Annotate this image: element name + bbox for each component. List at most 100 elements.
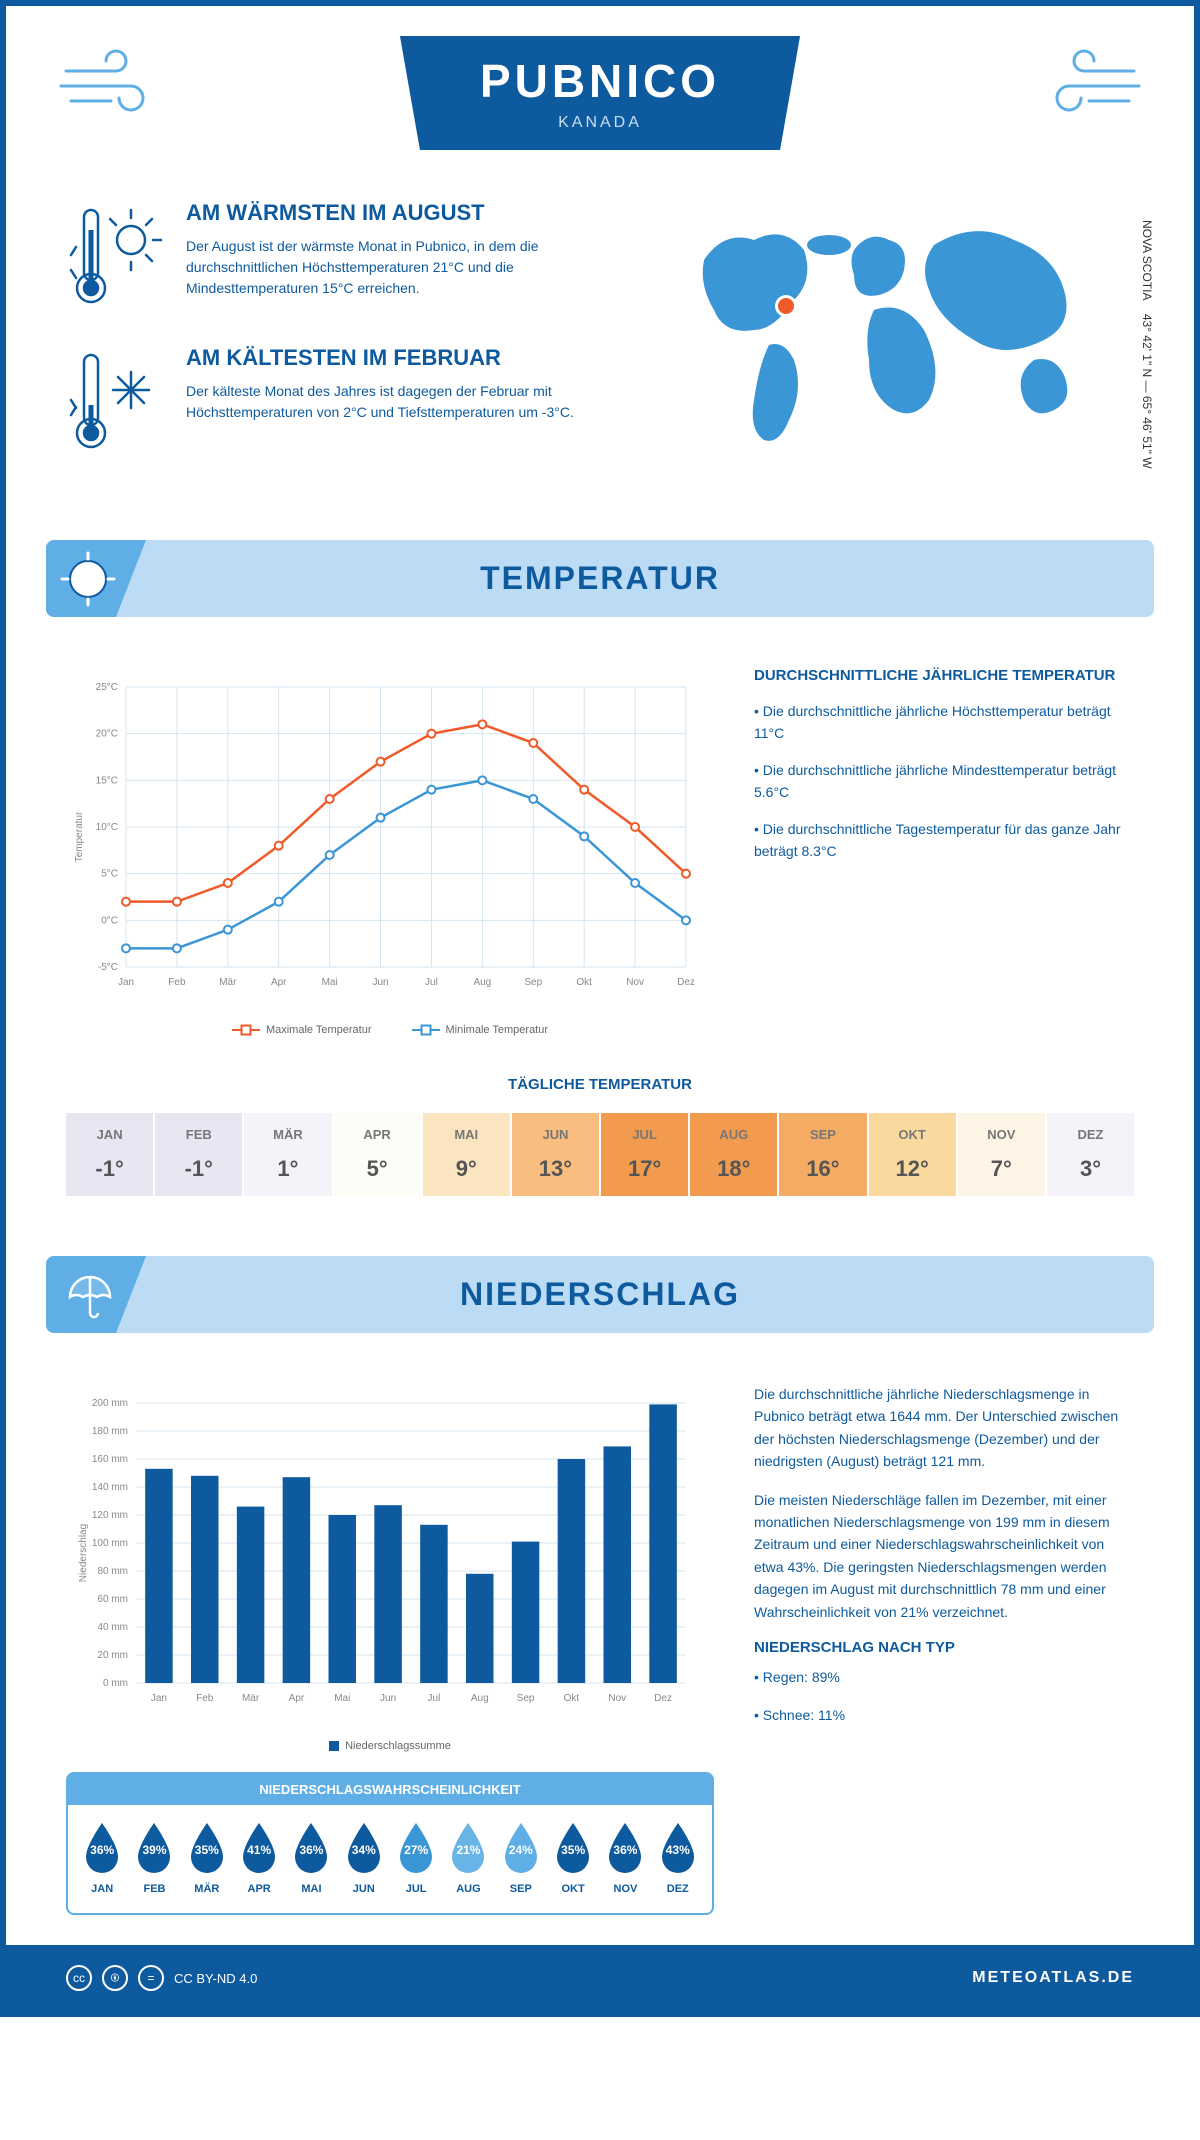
svg-text:-5°C: -5°C bbox=[98, 962, 118, 973]
temp-cell: OKT12° bbox=[869, 1113, 956, 1196]
svg-text:Aug: Aug bbox=[473, 977, 491, 988]
svg-text:100 mm: 100 mm bbox=[92, 1538, 128, 1549]
svg-text:Nov: Nov bbox=[608, 1693, 626, 1704]
svg-text:40 mm: 40 mm bbox=[97, 1622, 128, 1633]
svg-text:Aug: Aug bbox=[471, 1693, 489, 1704]
intro-left: AM WÄRMSTEN IM AUGUST Der August ist der… bbox=[66, 200, 634, 490]
svg-text:160 mm: 160 mm bbox=[92, 1454, 128, 1465]
header: PUBNICO KANADA bbox=[6, 6, 1194, 170]
svg-text:Feb: Feb bbox=[196, 1693, 214, 1704]
temp-cell: SEP16° bbox=[779, 1113, 866, 1196]
precip-chart: 0 mm20 mm40 mm60 mm80 mm100 mm120 mm140 … bbox=[66, 1383, 706, 1723]
svg-text:Apr: Apr bbox=[289, 1693, 305, 1704]
precip-title: NIEDERSCHLAG bbox=[46, 1276, 1154, 1313]
svg-text:25°C: 25°C bbox=[96, 682, 118, 693]
prob-drop: 35%MÄR bbox=[183, 1821, 231, 1897]
temp-chart: -5°C0°C5°C10°C15°C20°C25°CJanFebMärAprMa… bbox=[66, 667, 714, 1036]
svg-text:Jun: Jun bbox=[372, 977, 388, 988]
prob-drop: 43%DEZ bbox=[654, 1821, 702, 1897]
cc-icon: cc bbox=[66, 1965, 92, 1991]
svg-text:20°C: 20°C bbox=[96, 729, 118, 740]
svg-text:Jan: Jan bbox=[151, 1693, 167, 1704]
temp-cell: JUN13° bbox=[512, 1113, 599, 1196]
temp-info-b3: • Die durchschnittliche Tagestemperatur … bbox=[754, 818, 1134, 863]
thermometer-sun-icon bbox=[66, 200, 166, 315]
temp-info-b1: • Die durchschnittliche jährliche Höchst… bbox=[754, 700, 1134, 745]
probability-box: NIEDERSCHLAGSWAHRSCHEINLICHKEIT 36%JAN39… bbox=[66, 1772, 714, 1915]
prob-title: NIEDERSCHLAGSWAHRSCHEINLICHKEIT bbox=[68, 1774, 712, 1805]
license-text: CC BY-ND 4.0 bbox=[174, 1971, 257, 1986]
svg-text:Sep: Sep bbox=[524, 977, 542, 988]
svg-text:Jul: Jul bbox=[428, 1693, 441, 1704]
prob-drop: 35%OKT bbox=[549, 1821, 597, 1897]
svg-text:Temperatur: Temperatur bbox=[74, 811, 85, 862]
temp-cell: MAI9° bbox=[423, 1113, 510, 1196]
svg-text:Mär: Mär bbox=[242, 1693, 260, 1704]
prob-drop: 41%APR bbox=[235, 1821, 283, 1897]
svg-text:Feb: Feb bbox=[168, 977, 186, 988]
site-name: METEOATLAS.DE bbox=[972, 1969, 1134, 1987]
precip-snow: • Schnee: 11% bbox=[754, 1704, 1134, 1726]
thermometer-snow-icon bbox=[66, 345, 166, 460]
prob-drop: 36%JAN bbox=[78, 1821, 126, 1897]
world-map: NOVA SCOTIA 43° 42' 1" N — 65° 46' 51" W bbox=[674, 200, 1134, 490]
svg-text:Mai: Mai bbox=[334, 1693, 350, 1704]
prob-drop: 36%NOV bbox=[601, 1821, 649, 1897]
wind-icon-left bbox=[56, 46, 166, 131]
temp-info-b2: • Die durchschnittliche jährliche Mindes… bbox=[754, 759, 1134, 804]
svg-text:60 mm: 60 mm bbox=[97, 1594, 128, 1605]
sun-icon bbox=[46, 540, 146, 617]
temp-legend: Maximale Temperatur Minimale Temperatur bbox=[66, 1024, 714, 1036]
svg-text:120 mm: 120 mm bbox=[92, 1510, 128, 1521]
svg-text:20 mm: 20 mm bbox=[97, 1650, 128, 1661]
precip-rain: • Regen: 89% bbox=[754, 1666, 1134, 1688]
license: cc 🅯 = CC BY-ND 4.0 bbox=[66, 1965, 257, 1991]
svg-text:Sep: Sep bbox=[517, 1693, 535, 1704]
temp-title: TEMPERATUR bbox=[46, 560, 1154, 597]
temp-cell: DEZ3° bbox=[1047, 1113, 1134, 1196]
prob-drop: 24%SEP bbox=[497, 1821, 545, 1897]
precip-section-header: NIEDERSCHLAG bbox=[46, 1256, 1154, 1333]
precip-p2: Die meisten Niederschläge fallen im Deze… bbox=[754, 1489, 1134, 1623]
warmest-title: AM WÄRMSTEN IM AUGUST bbox=[186, 200, 634, 226]
svg-text:Nov: Nov bbox=[626, 977, 644, 988]
probability-drops: 36%JAN39%FEB35%MÄR41%APR36%MAI34%JUN27%J… bbox=[68, 1805, 712, 1897]
svg-text:0 mm: 0 mm bbox=[103, 1678, 128, 1689]
svg-text:0°C: 0°C bbox=[101, 915, 118, 926]
temp-section: -5°C0°C5°C10°C15°C20°C25°CJanFebMärAprMa… bbox=[6, 637, 1194, 1066]
coldest-block: AM KÄLTESTEN IM FEBRUAR Der kälteste Mon… bbox=[66, 345, 634, 460]
svg-text:Dez: Dez bbox=[677, 977, 695, 988]
svg-text:15°C: 15°C bbox=[96, 775, 118, 786]
warmest-block: AM WÄRMSTEN IM AUGUST Der August ist der… bbox=[66, 200, 634, 315]
svg-text:Okt: Okt bbox=[564, 1693, 580, 1704]
precip-info: Die durchschnittliche jährliche Niedersc… bbox=[754, 1383, 1134, 1915]
svg-text:200 mm: 200 mm bbox=[92, 1398, 128, 1409]
svg-text:Okt: Okt bbox=[576, 977, 592, 988]
precip-p1: Die durchschnittliche jährliche Niedersc… bbox=[754, 1383, 1134, 1473]
svg-text:Jun: Jun bbox=[380, 1693, 396, 1704]
prob-drop: 36%MAI bbox=[287, 1821, 335, 1897]
title-ribbon: PUBNICO KANADA bbox=[400, 36, 800, 150]
temp-cell: JUL17° bbox=[601, 1113, 688, 1196]
nd-icon: = bbox=[138, 1965, 164, 1991]
warmest-text: Der August ist der wärmste Monat in Pubn… bbox=[186, 236, 634, 299]
precip-section: 0 mm20 mm40 mm60 mm80 mm100 mm120 mm140 … bbox=[6, 1353, 1194, 1945]
svg-text:Jul: Jul bbox=[425, 977, 438, 988]
coldest-text: Der kälteste Monat des Jahres ist dagege… bbox=[186, 381, 634, 423]
temp-info-title: DURCHSCHNITTLICHE JÄHRLICHE TEMPERATUR bbox=[754, 667, 1134, 684]
daily-temp-title: TÄGLICHE TEMPERATUR bbox=[66, 1076, 1134, 1093]
svg-text:10°C: 10°C bbox=[96, 822, 118, 833]
svg-text:Dez: Dez bbox=[654, 1693, 672, 1704]
daily-temp: TÄGLICHE TEMPERATUR JAN-1°FEB-1°MÄR1°APR… bbox=[6, 1066, 1194, 1236]
footer: cc 🅯 = CC BY-ND 4.0 METEOATLAS.DE bbox=[6, 1945, 1194, 2011]
coordinates: NOVA SCOTIA 43° 42' 1" N — 65° 46' 51" W bbox=[1140, 220, 1154, 469]
temp-info: DURCHSCHNITTLICHE JÄHRLICHE TEMPERATUR •… bbox=[754, 667, 1134, 1036]
svg-text:180 mm: 180 mm bbox=[92, 1426, 128, 1437]
svg-text:Mär: Mär bbox=[219, 977, 237, 988]
svg-text:Niederschlag: Niederschlag bbox=[78, 1524, 89, 1582]
prob-drop: 27%JUL bbox=[392, 1821, 440, 1897]
svg-text:80 mm: 80 mm bbox=[97, 1566, 128, 1577]
intro: AM WÄRMSTEN IM AUGUST Der August ist der… bbox=[6, 170, 1194, 520]
temp-cell: NOV7° bbox=[958, 1113, 1045, 1196]
country: KANADA bbox=[480, 114, 720, 132]
